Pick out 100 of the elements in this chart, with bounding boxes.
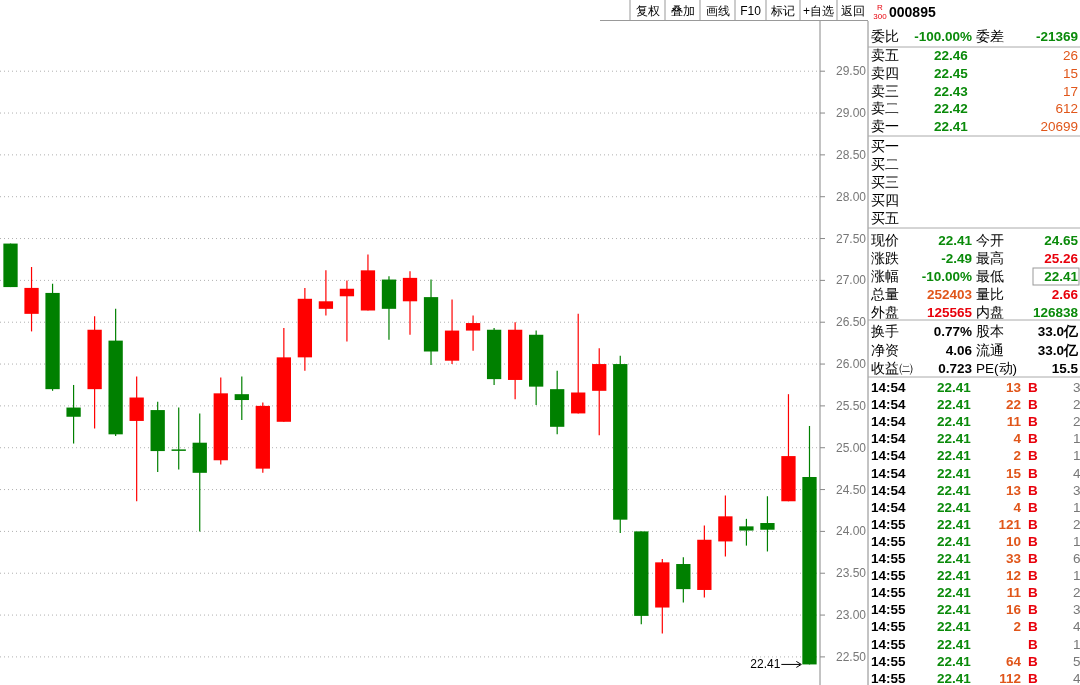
y-tick-label: 26.00 — [835, 357, 867, 372]
text: B — [1028, 414, 1038, 430]
text: 2 — [1013, 619, 1021, 635]
text: 22.41 — [937, 397, 972, 413]
text: 22.41 — [937, 431, 972, 447]
text: 22.41 — [937, 551, 972, 566]
text: 33.0亿 — [1037, 324, 1079, 339]
text: 收益㈡ — [871, 361, 913, 376]
text: 2 — [1073, 397, 1080, 413]
y-tick-label: 27.50 — [835, 231, 867, 246]
text: B — [1028, 551, 1038, 566]
text: B — [1028, 465, 1038, 481]
text: 1 — [1073, 431, 1080, 447]
text: 卖一 — [871, 119, 899, 135]
text: 121 — [998, 516, 1022, 532]
text: 1 — [1073, 636, 1080, 652]
text: 3 — [1073, 602, 1080, 618]
text: B — [1028, 602, 1038, 618]
text: 22.45 — [934, 65, 969, 81]
text: 14:54 — [871, 482, 907, 498]
text: 25.26 — [1044, 251, 1079, 266]
text: 13 — [1005, 380, 1022, 395]
text: -100.00% — [914, 29, 972, 44]
text: B — [1028, 585, 1038, 601]
text: 26 — [1062, 48, 1078, 63]
text: 22.41 — [937, 670, 972, 685]
text: 13 — [1005, 482, 1022, 498]
y-tick-label: 29.00 — [835, 106, 867, 121]
text: 20699 — [1040, 119, 1078, 135]
text: 卖五 — [871, 48, 899, 63]
text: 15.5 — [1051, 361, 1079, 376]
text: B — [1028, 653, 1038, 669]
text: 叠加 — [670, 4, 695, 18]
text: 卖三 — [871, 83, 899, 99]
text: 22.41 — [937, 448, 972, 464]
text: 22.41 — [937, 465, 972, 481]
text: B — [1028, 499, 1038, 515]
text: 2 — [1073, 414, 1080, 430]
text: 2 — [1013, 448, 1021, 464]
text: 22.41 — [937, 380, 972, 395]
text: 11 — [1006, 414, 1022, 430]
text: 换手 — [871, 324, 899, 339]
text: 22.41 — [937, 653, 972, 669]
text: 22.41 — [937, 499, 972, 515]
text: B — [1028, 636, 1038, 652]
text: 14:55 — [871, 602, 907, 618]
text: 14:55 — [871, 533, 907, 549]
text: 612 — [1055, 101, 1078, 117]
text: R 300 — [873, 3, 888, 21]
text: 14:54 — [871, 465, 907, 481]
text: 0.723 — [938, 361, 973, 376]
text: 22.43 — [934, 83, 969, 99]
text: 33.0亿 — [1037, 342, 1079, 358]
candlestick — [234, 376, 249, 421]
text: B — [1028, 619, 1038, 635]
text: B — [1028, 516, 1038, 532]
candlestick — [760, 495, 775, 553]
y-tick-label: 26.50 — [835, 315, 867, 330]
text: 14:54 — [871, 380, 907, 395]
text: 委差 — [976, 29, 1004, 44]
text: 2 — [1073, 585, 1080, 601]
text: 4 — [1013, 499, 1022, 515]
text: 14:54 — [871, 499, 907, 515]
text: 126838 — [1032, 305, 1079, 320]
candlestick — [66, 384, 81, 445]
text: B — [1028, 448, 1038, 464]
text: 14:55 — [871, 619, 907, 635]
y-tick-label: 24.00 — [835, 524, 867, 539]
text: 12 — [1005, 568, 1021, 584]
text: 3 — [1073, 482, 1080, 498]
text: 14:55 — [871, 636, 907, 652]
text: 14:55 — [871, 568, 907, 584]
text: B — [1028, 380, 1038, 395]
text: 最低 — [976, 269, 1004, 284]
text: 125565 — [926, 305, 973, 320]
text: 现价 — [871, 233, 899, 248]
text: 买二 — [871, 157, 899, 172]
text: 14:55 — [871, 551, 907, 566]
text: 64 — [1005, 653, 1022, 669]
y-tick-label: 24.50 — [835, 482, 867, 497]
text: -2.49 — [941, 251, 972, 266]
text: 总量 — [870, 287, 899, 302]
text: 14:55 — [871, 653, 907, 669]
text: 14:55 — [871, 670, 907, 685]
candlestick — [171, 406, 186, 471]
text: 标记 — [770, 4, 795, 18]
text: 112 — [999, 670, 1021, 685]
y-tick-label: 27.00 — [835, 273, 867, 288]
text: 14:55 — [871, 516, 907, 532]
text: 22 — [1005, 397, 1021, 413]
text: 14:54 — [871, 397, 907, 413]
text: F10 — [740, 4, 762, 18]
text: 22.41 — [937, 516, 972, 532]
text: 卖四 — [871, 65, 899, 81]
text: 14:54 — [871, 431, 907, 447]
text: 22.41 — [934, 119, 969, 135]
text: 14:54 — [871, 414, 907, 430]
y-tick-label: 28.50 — [835, 147, 867, 162]
text: 1 — [1073, 568, 1080, 584]
text: 33 — [1005, 551, 1022, 566]
